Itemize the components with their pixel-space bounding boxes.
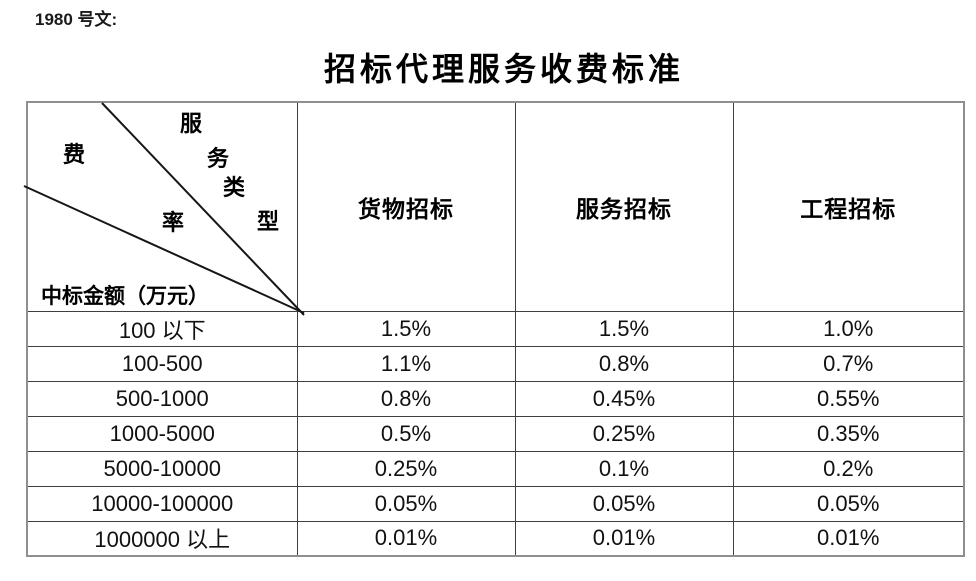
diagonal-split-lines (23, 102, 305, 316)
rate-value: 0.25% (514, 415, 734, 452)
corner-label-service-char: 务 (206, 146, 229, 171)
table-row: 100-500 1.1% 0.8% 0.7% (26, 345, 965, 382)
rate-value: 0.35% (732, 415, 965, 452)
table-row: 5000-10000 0.25% 0.1% 0.2% (26, 450, 965, 487)
corner-label-rate-char: 费 (62, 142, 85, 167)
rate-value: 1.5% (514, 310, 734, 347)
rate-value: 0.25% (296, 450, 516, 487)
column-header-service: 服务招标 (514, 101, 734, 312)
table-row: 1000000 以上 0.01% 0.01% 0.01% (26, 520, 965, 557)
table-header-row: 服 务 类 型 费 率 中标金额（万元） 货物招标 服务招标 工程招标 (23, 101, 965, 316)
rate-value: 0.5% (296, 415, 516, 452)
rate-value: 0.05% (514, 485, 734, 522)
rate-value: 0.01% (732, 520, 965, 557)
rate-value: 0.45% (514, 380, 734, 417)
rate-value: 1.1% (296, 345, 516, 382)
corner-label-rate-char: 率 (161, 210, 184, 235)
rate-value: 0.01% (514, 520, 734, 557)
fee-standard-table: 服 务 类 型 费 率 中标金额（万元） 货物招标 服务招标 工程招标 100 … (23, 101, 965, 557)
table-row: 100 以下 1.5% 1.5% 1.0% (26, 310, 965, 347)
rate-value: 1.5% (296, 310, 516, 347)
page-title: 招标代理服务收费标准 (323, 51, 684, 87)
rate-value: 0.05% (732, 485, 965, 522)
table-row: 1000-5000 0.5% 0.25% 0.35% (26, 415, 965, 452)
row-label: 1000000 以上 (26, 520, 298, 557)
corner-label-service-char: 类 (222, 175, 245, 200)
rate-value: 0.05% (296, 485, 516, 522)
column-header-goods: 货物招标 (296, 101, 516, 312)
rate-value: 0.2% (732, 450, 965, 487)
rate-value: 0.1% (514, 450, 734, 487)
rate-value: 0.8% (514, 345, 734, 382)
row-label: 100 以下 (26, 310, 298, 347)
rate-value: 0.01% (296, 520, 516, 557)
document-ref-number: 1980 号文: (35, 10, 118, 29)
rate-value: 0.55% (732, 380, 965, 417)
rate-value: 0.7% (732, 345, 965, 382)
row-label: 500-1000 (26, 380, 298, 417)
column-header-engineering: 工程招标 (732, 101, 965, 312)
diagonal-corner-cell: 服 务 类 型 费 率 中标金额（万元） (23, 101, 305, 316)
rate-value: 1.0% (732, 310, 965, 347)
rate-value: 0.8% (296, 380, 516, 417)
table-row: 10000-100000 0.05% 0.05% 0.05% (26, 485, 965, 522)
table-row: 500-1000 0.8% 0.45% 0.55% (26, 380, 965, 417)
row-label: 100-500 (26, 345, 298, 382)
row-label: 1000-5000 (26, 415, 298, 452)
corner-label-amount: 中标金额（万元） (41, 284, 209, 308)
row-label: 5000-10000 (26, 450, 298, 487)
row-label: 10000-100000 (26, 485, 298, 522)
corner-label-service-char: 型 (256, 209, 279, 234)
corner-label-service-char: 服 (179, 111, 202, 136)
